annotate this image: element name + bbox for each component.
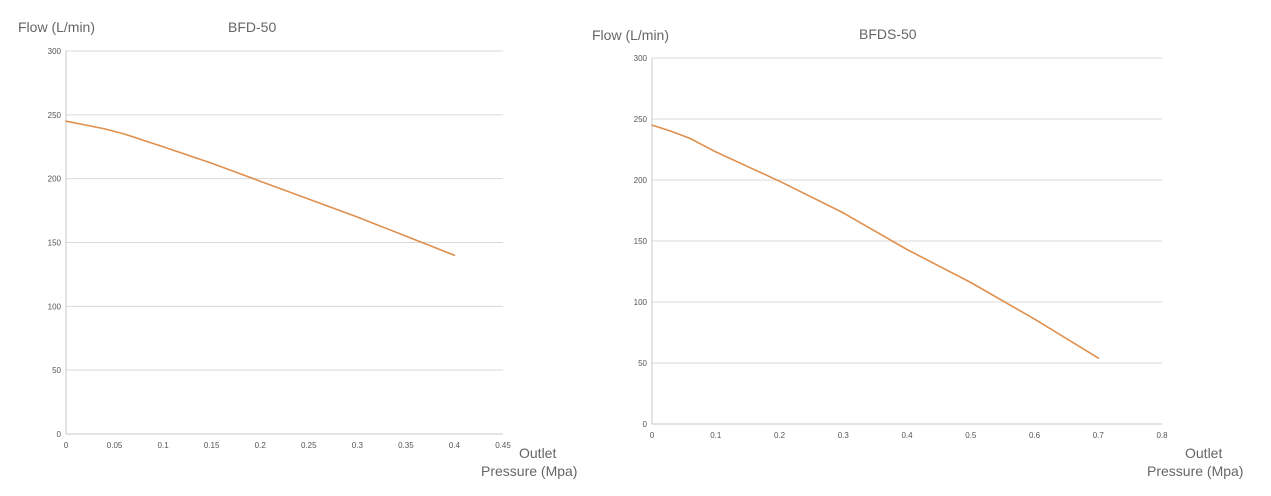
y-tick-label: 200	[48, 175, 62, 184]
y-tick-label: 150	[634, 237, 648, 246]
x-tick-label: 0.15	[204, 441, 220, 450]
y-tick-label: 50	[52, 366, 61, 375]
x-tick-label: 0.1	[710, 431, 722, 440]
x-tick-label: 0.35	[398, 441, 414, 450]
x-axis-label-line2: Pressure (Mpa)	[481, 463, 577, 479]
y-tick-label: 300	[48, 47, 62, 56]
y-tick-label: 50	[638, 359, 647, 368]
x-tick-label: 0	[64, 441, 69, 450]
y-tick-label: 150	[48, 239, 62, 248]
chart-bfd-50: Flow (L/min) BFD-50 Outlet Pressure (Mpa…	[18, 19, 577, 479]
y-tick-label: 250	[634, 115, 648, 124]
y-tick-label: 200	[634, 176, 648, 185]
y-tick-label: 0	[643, 420, 648, 429]
x-tick-label: 0.2	[255, 441, 267, 450]
y-tick-label: 100	[48, 302, 62, 311]
y-tick-label: 0	[57, 430, 62, 439]
x-axis-label-line1: Outlet	[519, 445, 556, 461]
x-axis-label-line2: Pressure (Mpa)	[1147, 463, 1243, 479]
x-tick-label: 0.7	[1093, 431, 1105, 440]
x-tick-label: 0.4	[901, 431, 913, 440]
y-tick-label: 100	[634, 298, 648, 307]
x-tick-label: 0.3	[352, 441, 364, 450]
x-tick-label: 0.8	[1156, 431, 1168, 440]
x-tick-label: 0.5	[965, 431, 977, 440]
chart-bfds-50: Flow (L/min) BFDS-50 Outlet Pressure (Mp…	[592, 26, 1243, 479]
series-line-bfd-50	[65, 120, 456, 257]
x-tick-label: 0.45	[495, 441, 511, 450]
x-axis-label-line1: Outlet	[1185, 445, 1222, 461]
x-tick-label: 0.1	[158, 441, 170, 450]
series-line-bfds-50	[651, 124, 1100, 359]
chart-title: BFD-50	[228, 19, 276, 35]
chart-title: BFDS-50	[859, 26, 917, 42]
x-tick-label: 0.05	[107, 441, 123, 450]
x-tick-label: 0.2	[774, 431, 786, 440]
y-tick-label: 250	[48, 111, 62, 120]
x-tick-label: 0.6	[1029, 431, 1041, 440]
y-axis-label: Flow (L/min)	[18, 19, 95, 35]
x-tick-label: 0.25	[301, 441, 317, 450]
y-axis-label: Flow (L/min)	[592, 27, 669, 43]
y-tick-label: 300	[634, 54, 648, 63]
x-tick-label: 0	[650, 431, 655, 440]
x-tick-label: 0.3	[838, 431, 850, 440]
x-tick-label: 0.4	[449, 441, 461, 450]
